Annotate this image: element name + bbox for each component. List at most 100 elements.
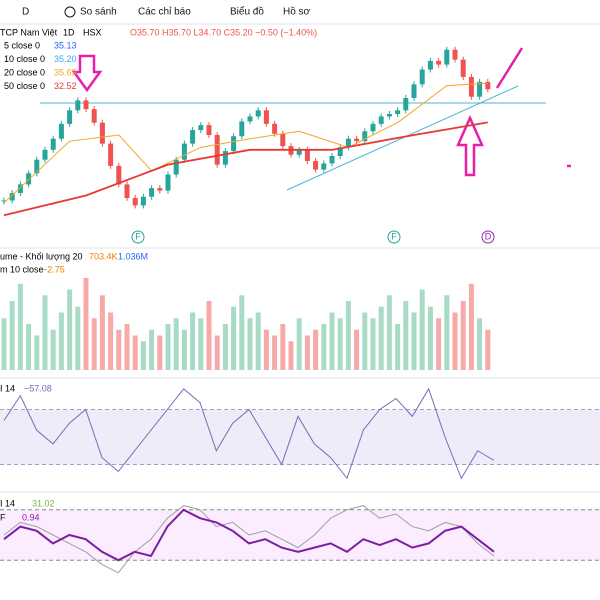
volume-bar	[190, 312, 196, 370]
volume-bar	[108, 312, 114, 370]
volume-bar	[370, 318, 376, 370]
volume-bar	[288, 341, 294, 370]
legend-name: 20 close 0	[4, 67, 45, 77]
candle	[354, 138, 360, 142]
candle	[395, 110, 401, 114]
candle	[165, 174, 171, 191]
pane-value: 703.4K	[89, 251, 118, 261]
volume-bar	[1, 318, 7, 370]
volume-bar	[99, 295, 105, 370]
volume-bar	[296, 318, 302, 370]
event-marker[interactable]	[481, 230, 495, 244]
volume-bar	[198, 318, 204, 370]
volume-bar	[337, 318, 343, 370]
volume-bar	[124, 324, 130, 370]
volume-bar	[181, 329, 187, 370]
volume-bar	[165, 324, 171, 370]
volume-bar	[444, 295, 450, 370]
event-marker[interactable]	[131, 230, 145, 244]
pane-value: 1.036M	[118, 251, 148, 261]
candle	[1, 200, 7, 202]
candle	[411, 84, 417, 98]
legend-value: 35.69	[54, 67, 77, 77]
candle	[9, 193, 15, 201]
toolbar	[0, 0, 600, 24]
legend-value: 35.20	[54, 54, 77, 64]
volume-bar	[42, 295, 48, 370]
candle	[419, 69, 425, 85]
candle	[263, 110, 269, 124]
volume-bar	[313, 329, 319, 370]
pane-value: 0.94	[22, 512, 40, 522]
legend-name: 50 close 0	[4, 81, 45, 91]
volume-bar	[83, 278, 89, 370]
volume-bar	[263, 329, 269, 370]
volume-bar	[50, 329, 56, 370]
candle	[222, 151, 228, 165]
volume-bar	[386, 295, 392, 370]
tool[interactable]: Các chỉ báo	[138, 6, 191, 18]
volume-bar	[477, 318, 483, 370]
event-label: D	[485, 231, 492, 241]
candle	[239, 121, 245, 137]
candle	[362, 131, 368, 142]
candle	[485, 81, 491, 90]
candle	[468, 76, 474, 97]
candle	[140, 196, 146, 206]
candle	[403, 97, 409, 111]
candle	[149, 188, 155, 197]
candle	[173, 159, 179, 175]
tool[interactable]: Hồ sơ	[283, 6, 311, 18]
candle	[83, 100, 89, 110]
candle	[206, 125, 212, 135]
legend-name: 10 close 0	[4, 54, 45, 64]
legend-value: 35.13	[54, 40, 77, 50]
volume-bar	[9, 301, 15, 370]
volume-bar	[378, 306, 384, 370]
candle	[132, 198, 138, 206]
volume-bar	[239, 295, 245, 370]
volume-bar	[255, 312, 261, 370]
candle	[58, 123, 64, 139]
ohlc: O35.70 H35.70 L34.70 C35.20 −0.50 (−1.40…	[130, 27, 317, 37]
candle	[26, 173, 32, 185]
volume-bar	[345, 301, 351, 370]
candle	[116, 165, 122, 185]
candle	[321, 163, 327, 170]
volume-bar	[231, 306, 237, 370]
band	[0, 509, 600, 561]
volume-bar	[140, 341, 146, 370]
candle	[124, 184, 130, 198]
candle	[181, 143, 187, 160]
volume-bar	[280, 324, 286, 370]
tool[interactable]: So sánh	[80, 7, 117, 18]
candle	[477, 81, 483, 97]
pane-value: 31.02	[32, 498, 55, 508]
candle	[304, 149, 310, 161]
candle	[329, 156, 335, 164]
candle	[255, 110, 261, 117]
candle	[378, 116, 384, 124]
tool[interactable]: D	[22, 7, 29, 18]
candle	[272, 123, 278, 134]
event-label: F	[391, 231, 397, 241]
annotation-line	[495, 47, 524, 89]
tool[interactable]: Biểu đồ	[230, 6, 264, 18]
volume-bar	[468, 283, 474, 370]
candle	[280, 133, 286, 147]
candle	[427, 60, 433, 70]
event-marker[interactable]	[387, 230, 401, 244]
candle	[247, 116, 253, 122]
candle	[436, 60, 442, 65]
symbol: TCP Nam Việt	[0, 27, 58, 37]
pane-subtitle: F	[0, 512, 6, 522]
pane-value: −2.75	[42, 264, 65, 274]
band	[0, 409, 600, 465]
candle	[91, 109, 97, 123]
volume-bar	[214, 335, 220, 370]
volume-bar	[436, 318, 442, 370]
candle	[50, 138, 56, 150]
volume-bar	[26, 324, 32, 370]
oscillator-line	[3, 387, 495, 480]
